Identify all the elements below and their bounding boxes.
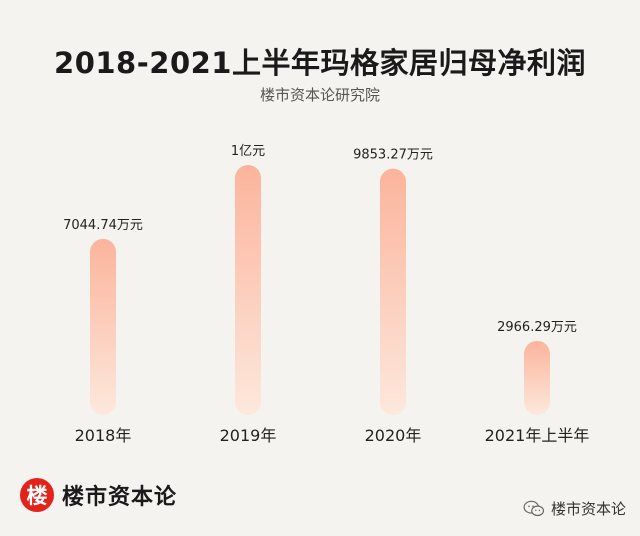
brand-name: 楼市资本论 xyxy=(62,485,178,510)
data-label-2: 9853.27万元 xyxy=(353,148,433,163)
data-label-0: 7044.74万元 xyxy=(63,218,143,233)
brand-badge-icon: 楼 xyxy=(20,478,54,512)
chart-title: 2018-2021上半年玛格家居归母净利润 xyxy=(54,46,586,80)
bar-1 xyxy=(235,165,261,415)
chart-subtitle: 楼市资本论研究院 xyxy=(259,86,380,104)
brand-logo: 楼 楼市资本论 xyxy=(20,478,177,512)
wechat-account: 楼市资本论 xyxy=(523,498,626,519)
bar-0 xyxy=(90,238,116,415)
bar-2 xyxy=(380,168,406,415)
wechat-icon xyxy=(523,500,545,516)
data-label-3: 2966.29万元 xyxy=(497,320,577,335)
category-label-0: 2018年 xyxy=(75,426,132,445)
category-label-2: 2020年 xyxy=(365,426,422,445)
category-label-3: 2021年上半年 xyxy=(485,426,590,445)
bar-3 xyxy=(524,340,550,415)
data-label-1: 1亿元 xyxy=(231,144,265,159)
category-label-1: 2019年 xyxy=(220,426,277,445)
wechat-account-name: 楼市资本论 xyxy=(550,500,626,518)
